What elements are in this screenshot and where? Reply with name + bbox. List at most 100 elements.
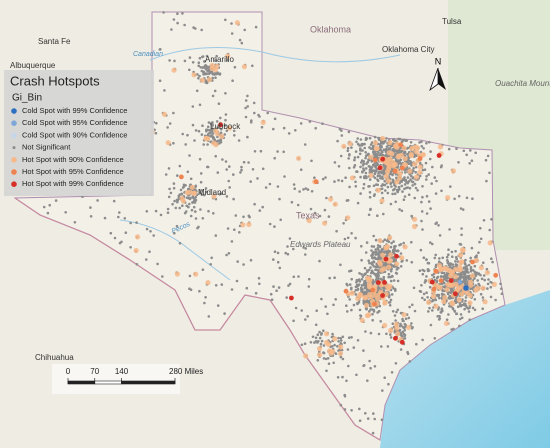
crash-point bbox=[458, 242, 462, 246]
crash-point bbox=[398, 328, 402, 332]
crash-point bbox=[431, 165, 434, 169]
crash-point bbox=[316, 333, 320, 337]
hot-spot bbox=[338, 344, 344, 350]
crash-point bbox=[368, 310, 371, 313]
crash-point bbox=[360, 278, 364, 281]
crash-point bbox=[383, 166, 387, 169]
crash-point bbox=[339, 154, 343, 158]
crash-point bbox=[275, 289, 278, 293]
crash-point bbox=[355, 140, 358, 144]
crash-point bbox=[152, 234, 155, 237]
crash-point bbox=[172, 18, 176, 21]
crash-point bbox=[467, 271, 470, 274]
crash-point bbox=[425, 291, 428, 295]
hot-spot bbox=[469, 273, 475, 279]
crash-point bbox=[183, 23, 186, 27]
crash-point bbox=[358, 279, 361, 283]
crash-point bbox=[232, 129, 236, 133]
hot-spot bbox=[135, 234, 141, 240]
crash-point bbox=[374, 253, 378, 256]
crash-point bbox=[347, 336, 351, 340]
crash-point bbox=[386, 191, 390, 195]
crash-point bbox=[266, 111, 270, 115]
crash-point bbox=[352, 166, 356, 169]
crash-point bbox=[372, 412, 375, 415]
hot-spot bbox=[386, 157, 392, 163]
crash-point bbox=[204, 68, 208, 71]
crash-point bbox=[238, 38, 242, 42]
hot-spot bbox=[189, 184, 195, 190]
crash-point bbox=[214, 154, 217, 158]
crash-point bbox=[490, 257, 493, 261]
crash-point bbox=[440, 164, 444, 167]
crash-point bbox=[218, 72, 222, 75]
crash-point bbox=[401, 325, 405, 329]
crash-point bbox=[346, 283, 349, 287]
crash-point bbox=[427, 200, 431, 203]
crash-point bbox=[264, 186, 268, 189]
crash-point bbox=[355, 280, 358, 284]
crash-point bbox=[212, 136, 215, 139]
crash-point bbox=[211, 76, 214, 80]
crash-point bbox=[158, 48, 162, 51]
crash-point bbox=[316, 359, 320, 362]
crash-point bbox=[350, 308, 353, 312]
international-border bbox=[14, 197, 381, 441]
hot-spot bbox=[349, 175, 355, 181]
crash-point bbox=[454, 249, 457, 253]
crash-point bbox=[372, 310, 376, 313]
crash-point bbox=[425, 141, 428, 145]
crash-point bbox=[369, 331, 373, 335]
hot-spot bbox=[394, 141, 400, 147]
hot-spot bbox=[420, 152, 426, 158]
crash-point bbox=[156, 262, 159, 266]
hot-spot bbox=[401, 312, 407, 318]
crash-point bbox=[333, 161, 337, 164]
hot-spot bbox=[332, 201, 338, 207]
hot-spot bbox=[203, 135, 210, 142]
crash-point bbox=[355, 373, 358, 377]
crash-point bbox=[214, 59, 217, 62]
crash-point bbox=[277, 286, 281, 289]
crash-point bbox=[406, 146, 410, 150]
crash-point bbox=[218, 142, 221, 145]
crash-point bbox=[339, 339, 343, 342]
crash-point bbox=[469, 265, 473, 269]
crash-point bbox=[440, 271, 444, 275]
crash-point bbox=[124, 231, 128, 234]
crash-point bbox=[473, 308, 477, 312]
crash-point bbox=[471, 306, 475, 310]
legend: Crash Hotspots Gi_Bin Cold Spot with 99%… bbox=[4, 70, 154, 196]
arrow-half bbox=[438, 68, 446, 90]
crash-point bbox=[322, 351, 325, 354]
crash-point bbox=[332, 361, 336, 365]
crash-point bbox=[410, 174, 413, 178]
crash-point bbox=[478, 240, 481, 244]
crash-point bbox=[292, 319, 295, 323]
crash-point bbox=[383, 376, 387, 380]
crash-point bbox=[402, 198, 406, 201]
crash-point bbox=[173, 59, 176, 63]
river bbox=[149, 47, 401, 63]
crash-point bbox=[190, 208, 194, 212]
crash-point bbox=[414, 186, 418, 190]
crash-point bbox=[381, 169, 385, 172]
crash-point bbox=[431, 309, 434, 312]
crash-point bbox=[258, 209, 262, 212]
crash-point bbox=[463, 263, 467, 266]
crash-point bbox=[203, 301, 206, 305]
crash-point bbox=[145, 210, 149, 213]
hot-spot bbox=[374, 145, 380, 152]
crash-point bbox=[427, 310, 430, 313]
crash-point bbox=[244, 106, 247, 110]
crash-point bbox=[298, 190, 301, 193]
crash-point bbox=[198, 56, 202, 60]
hot-spot bbox=[395, 331, 401, 337]
crash-point bbox=[176, 21, 179, 25]
crash-point bbox=[339, 337, 343, 340]
hot-spot bbox=[240, 222, 246, 228]
crash-point bbox=[474, 274, 478, 277]
crash-point bbox=[292, 275, 296, 279]
hot-spot bbox=[191, 72, 197, 78]
crash-point bbox=[378, 304, 382, 308]
